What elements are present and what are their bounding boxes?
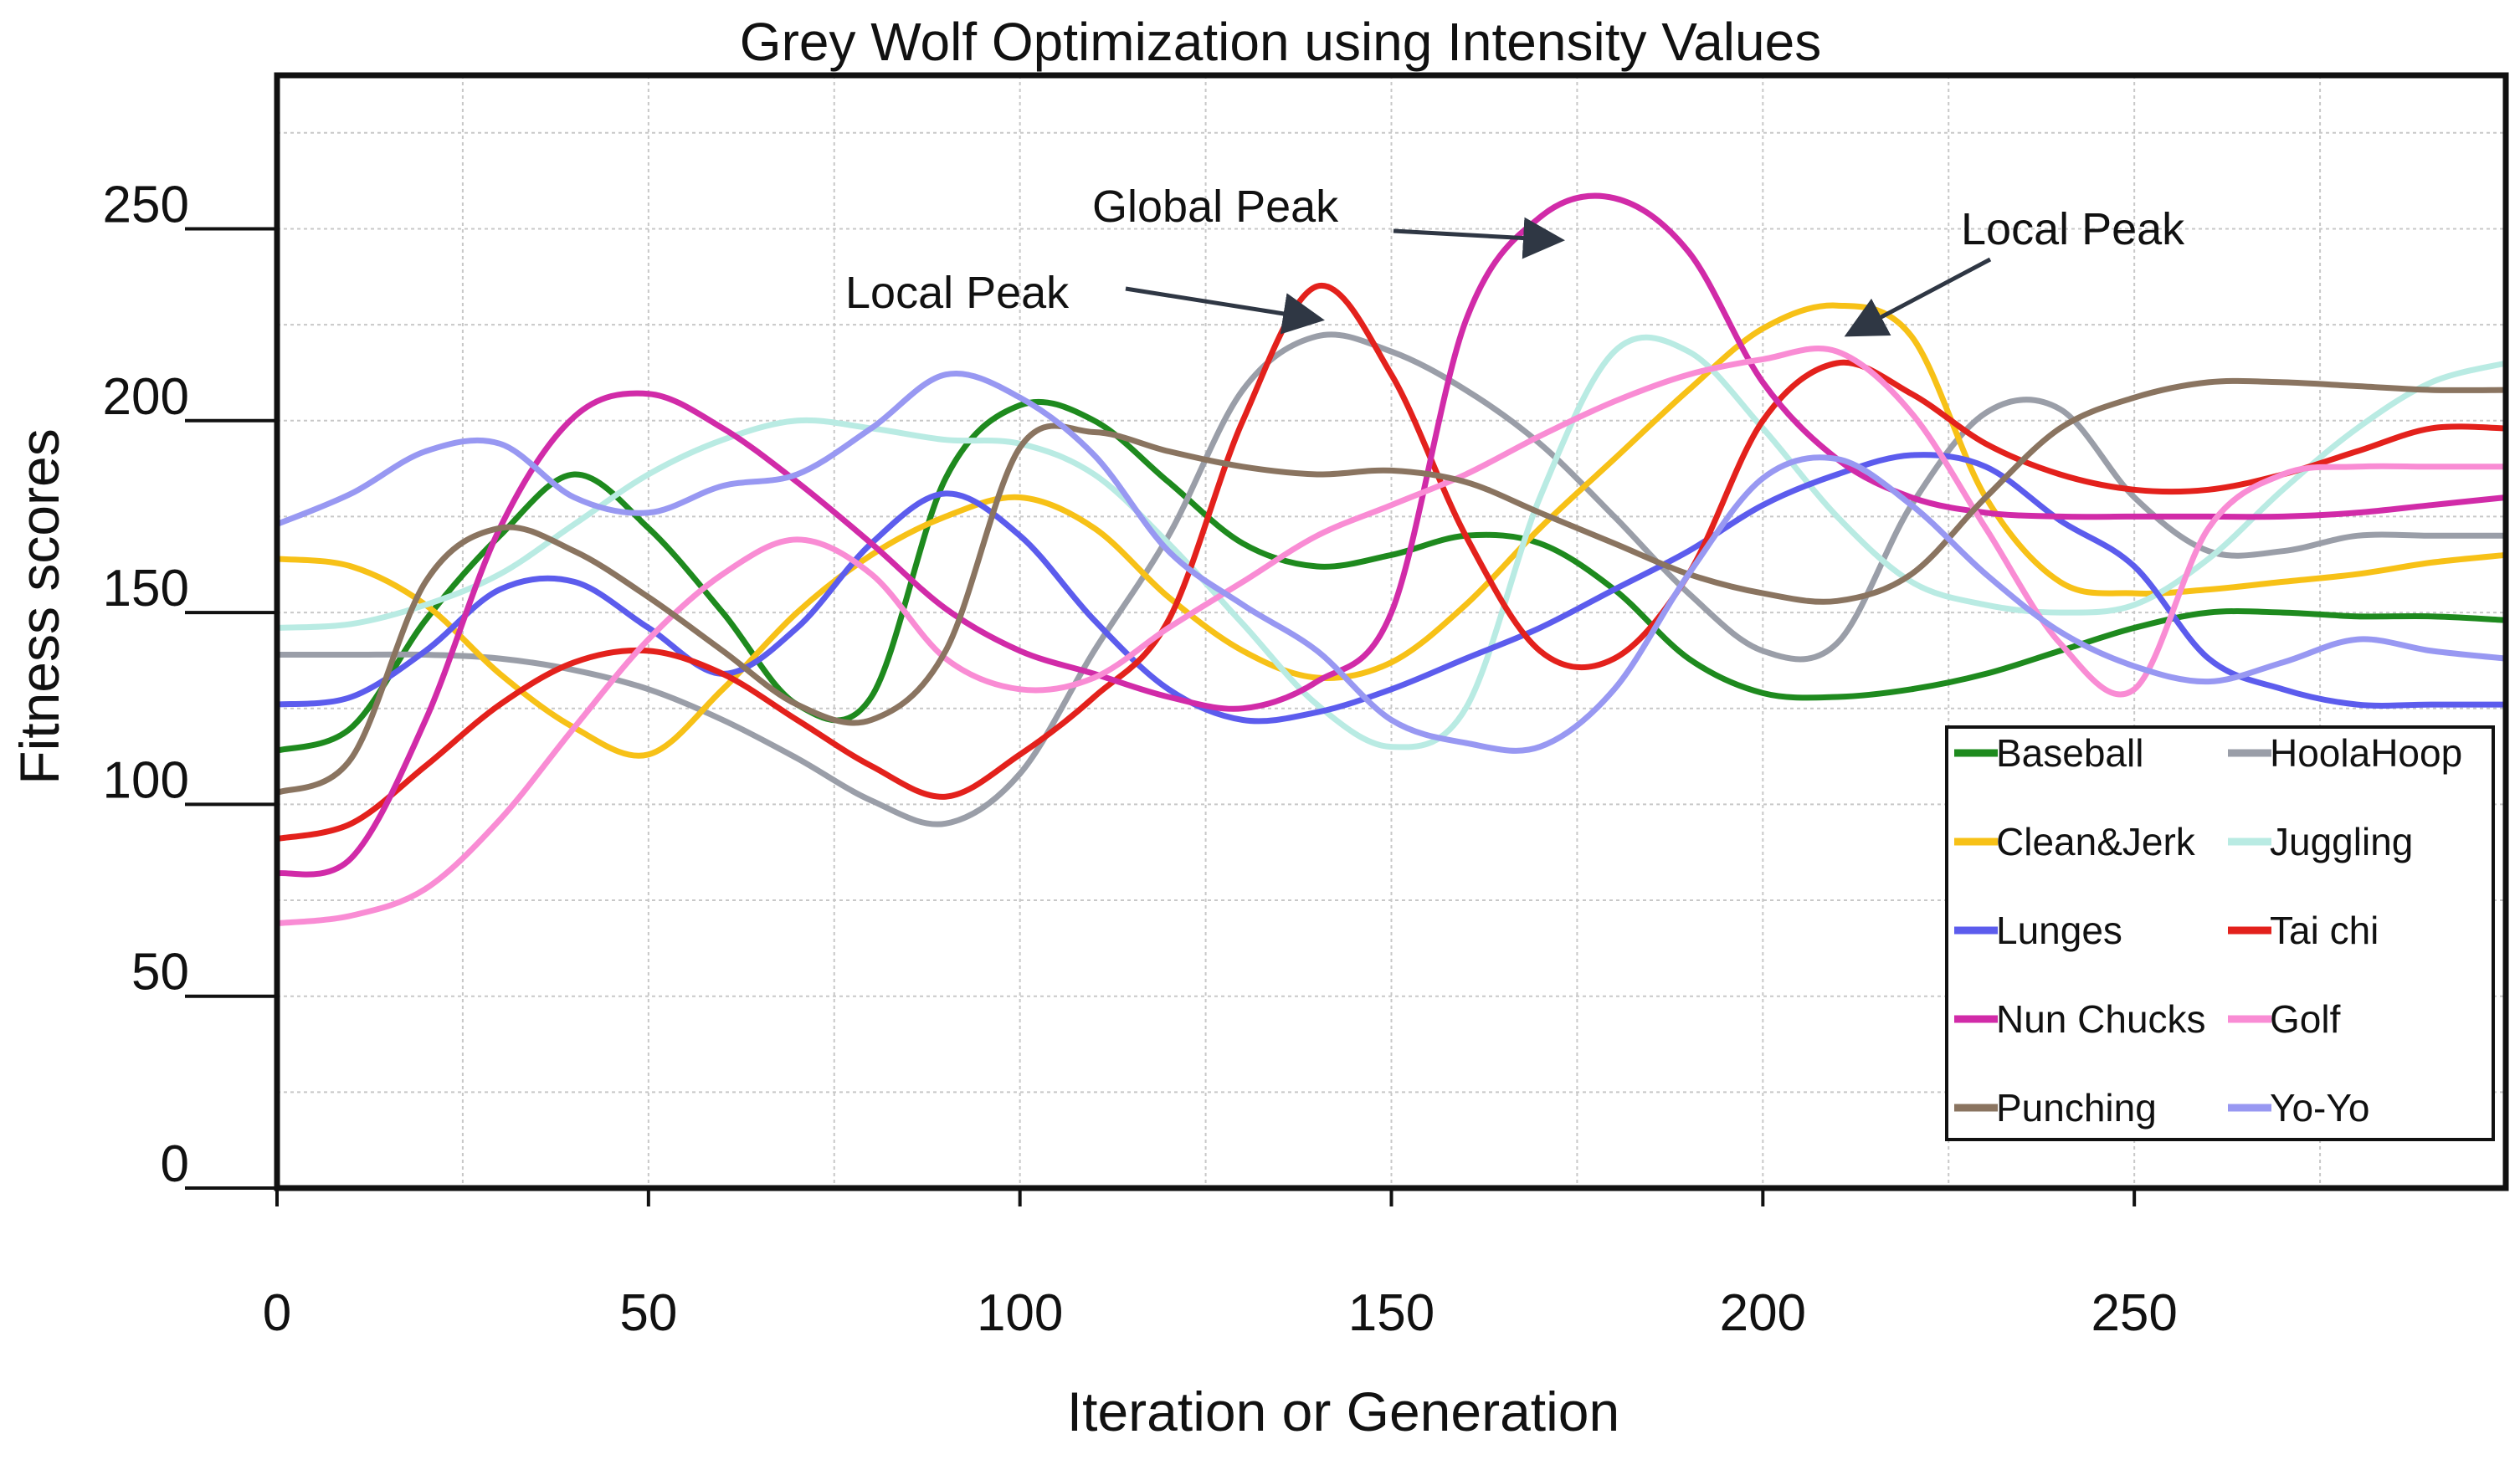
legend-label: Punching [1996,1086,2157,1129]
series-line-nun-chucks [274,192,2509,878]
x-tick-label: 50 [619,1284,677,1342]
legend-box [1945,725,2495,1141]
series-line-punching [274,377,2509,797]
series-line-lunges [274,452,2509,725]
y-tick-label: 200 [103,368,189,426]
x-tick-label: 150 [1348,1284,1435,1342]
legend-label: Yo-Yo [2270,1086,2369,1129]
legend-label: HoolaHoop [2270,731,2462,775]
y-tick-label: 150 [103,560,189,617]
annotation-arrow [1393,217,1565,259]
series-line-juggling [274,334,2509,750]
y-tick-label: 0 [161,1135,189,1193]
series-line-tai-chi [274,282,2509,843]
legend-label: Baseball [1996,731,2143,775]
annotation-arrow [1844,257,1992,337]
series-line-hoolahoop [274,331,2509,827]
legend: Baseball HoolaHoop Clean&Jerk Juggling Lunge… [1945,725,2495,1141]
annotation-label: Local Peak [1961,204,2185,254]
series-lines [274,192,2509,927]
legend-label: Clean&Jerk [1996,820,2196,863]
series-line-clean-jerk [274,302,2509,759]
chart-title: Grey Wolf Optimization using Intensity V… [740,12,1821,72]
y-tick-label: 50 [131,944,189,1001]
series-line-golf [274,346,2509,927]
x-axis-label: Iteration or Generation [1067,1380,1619,1442]
series-line-yo-yo [274,371,2509,754]
y-tick-label: 100 [103,751,189,809]
annotation-arrow [1125,286,1325,335]
annotations: Local Peak Global Peak Local Peak [845,182,2185,337]
y-axis-label: Fitness scores [8,428,70,784]
annotation-label: Local Peak [845,268,1070,318]
x-tick-label: 0 [263,1284,291,1342]
x-tick-label: 100 [977,1284,1063,1342]
legend-label: Tai chi [2270,909,2379,952]
legend-label: Golf [2270,997,2341,1041]
annotation-label: Global Peak [1092,182,1339,232]
x-tick-label: 250 [2091,1284,2177,1342]
y-tick-label: 250 [103,176,189,233]
legend-label: Lunges [1996,909,2122,952]
legend-label: Juggling [2270,820,2413,863]
axis-ticks: 0 50 100 150 200 250 0 50 100 150 200 250 [103,176,2178,1342]
x-tick-label: 200 [1720,1284,1806,1342]
legend-label: Nun Chucks [1996,997,2206,1041]
